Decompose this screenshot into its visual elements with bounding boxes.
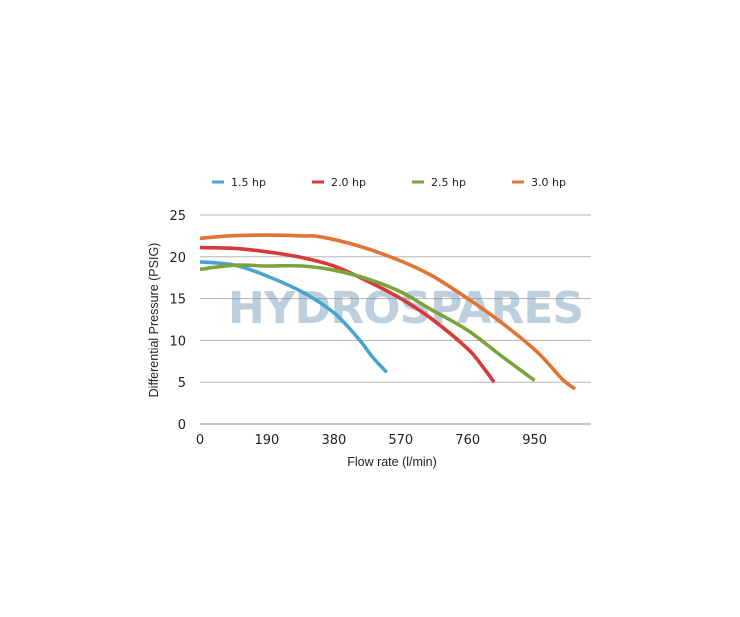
- series-line-2-0-hp: [199, 245, 496, 384]
- y-tick-label: 0: [178, 418, 186, 433]
- x-tick-label: 0: [196, 433, 204, 448]
- x-axis-label: Flow rate (l/min): [347, 455, 437, 469]
- x-tick-label: 380: [321, 433, 346, 448]
- legend-entry: 3.0 hp: [531, 176, 566, 189]
- legend-entry: 1.5 hp: [231, 176, 266, 189]
- y-tick-label: 5: [178, 376, 186, 391]
- x-tick-label: 950: [522, 433, 547, 448]
- x-tick-label: 190: [255, 433, 280, 448]
- legend: 1.5 hp 2.0 hp 2.5 hp 3.0 hp: [212, 176, 566, 189]
- y-tick-label: 20: [169, 251, 186, 266]
- series-lines: [199, 233, 577, 391]
- x-tick-label: 760: [455, 433, 480, 448]
- gridlines: [200, 214, 591, 425]
- y-axis-ticks: 0 5 10 15 20 25: [169, 209, 186, 433]
- watermark-text: HYDROSPARES: [228, 283, 583, 334]
- x-tick-label: 570: [388, 433, 413, 448]
- legend-entry: 2.0 hp: [331, 176, 366, 189]
- y-tick-label: 25: [169, 209, 186, 224]
- y-axis-label: Differential Pressure (PSIG): [147, 243, 161, 398]
- y-tick-label: 10: [169, 334, 186, 349]
- x-axis-ticks: 0 190 380 570 760 950: [196, 433, 547, 448]
- series-line-3-0-hp: [199, 233, 577, 391]
- legend-entry: 2.5 hp: [431, 176, 466, 189]
- y-tick-label: 15: [169, 293, 186, 308]
- series-line-2-5-hp: [199, 263, 536, 382]
